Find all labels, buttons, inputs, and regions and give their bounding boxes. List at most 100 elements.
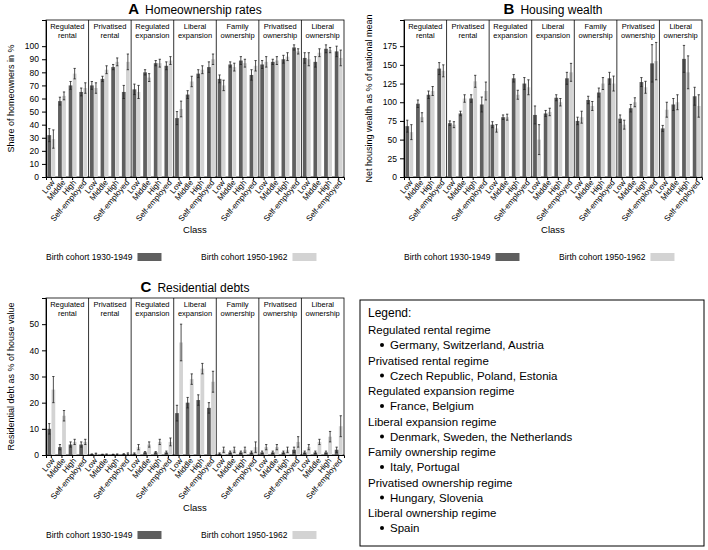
error-bar — [655, 42, 657, 79]
bar — [186, 403, 190, 455]
group-label-line: Liberal — [311, 22, 334, 31]
tick-mark — [42, 138, 46, 139]
bar — [420, 117, 424, 177]
bar — [260, 64, 264, 177]
error-bar — [80, 442, 82, 447]
y-axis-title: Share of homeowners in % — [6, 44, 16, 152]
group-label-line: Privatised — [451, 22, 484, 31]
y-axis: 0102030405060708090100 — [25, 21, 47, 183]
group-label-line: rental — [458, 31, 477, 40]
error-bar — [201, 363, 203, 373]
error-bar — [421, 113, 423, 122]
tick-label: Self-employed — [219, 178, 259, 223]
tick: Self-employed — [577, 177, 617, 223]
group-label-line: expansion — [135, 31, 169, 40]
tick: Self-employed — [262, 177, 302, 223]
group-separator — [489, 20, 490, 177]
bar — [200, 70, 204, 177]
tick: 0 — [34, 450, 46, 460]
bullet — [380, 374, 384, 378]
bar — [90, 85, 94, 177]
tick: Self-employed — [219, 177, 259, 223]
group-label-line: Regulated — [50, 300, 84, 309]
group-label-line: ownership — [621, 31, 655, 40]
error-bar — [463, 95, 465, 102]
bar — [618, 119, 622, 177]
tick-label: 10 — [30, 159, 40, 169]
tick: 50 — [388, 135, 404, 145]
group-separator — [216, 20, 217, 177]
bullet — [380, 435, 384, 439]
tick: Self-employed — [450, 177, 490, 223]
error-bar — [608, 72, 610, 84]
group-label: Regulatedrental — [408, 22, 442, 40]
tick: Self-employed — [219, 455, 259, 501]
bar — [491, 125, 495, 177]
tick: 40 — [30, 346, 46, 356]
bar — [597, 93, 601, 177]
bullet — [380, 343, 384, 347]
error-bar — [666, 102, 668, 117]
error-bar — [197, 395, 199, 405]
error-bar — [612, 76, 614, 91]
y-axis-title: Net housing wealth as % of national mean — [364, 14, 374, 182]
error-bar — [240, 57, 242, 65]
bars — [47, 324, 342, 455]
error-bar — [272, 59, 274, 64]
tick-mark — [400, 102, 404, 103]
title-letter: A — [128, 0, 139, 17]
group-label-line: rental — [100, 31, 119, 40]
bar — [133, 89, 137, 177]
error-bar — [459, 111, 461, 115]
group-label-line: expansion — [178, 309, 212, 318]
group-separator — [216, 298, 217, 455]
bar — [126, 62, 130, 177]
group-label: Familyownership — [220, 22, 254, 40]
error-bar — [304, 451, 306, 454]
tick-mark — [42, 177, 46, 178]
bar — [328, 50, 332, 177]
bar — [211, 59, 215, 177]
tick: Self-employed — [134, 455, 174, 501]
tick: Self-employed — [535, 177, 575, 223]
tick: 175 — [383, 41, 404, 51]
group-label: Regulatedrental — [50, 300, 84, 318]
tick-label: 0 — [34, 450, 39, 460]
tick: 0 — [392, 172, 404, 182]
tick-label: Self-employed — [450, 178, 490, 223]
bar — [512, 78, 516, 177]
error-bar — [144, 70, 146, 75]
subtitle: Housing wealth — [520, 3, 602, 17]
bar — [469, 99, 473, 178]
tick: 10 — [30, 424, 46, 434]
bar — [105, 454, 109, 455]
bar — [254, 66, 258, 177]
group-label-line: Liberal — [184, 300, 207, 309]
legend-box-countries: Hungary, Slovenia — [390, 492, 484, 504]
tick-label: 40 — [30, 346, 40, 356]
tick-mark — [42, 72, 46, 73]
tick-mark — [42, 429, 46, 430]
bar — [62, 416, 66, 455]
bar — [154, 452, 158, 455]
error-bar — [410, 125, 412, 140]
legend-label: Birth cohort 1930-1949 — [404, 252, 491, 262]
bar — [207, 408, 211, 455]
tick-mark — [42, 350, 46, 351]
error-bar — [630, 104, 632, 111]
error-bar — [442, 65, 444, 77]
tick-label: Self-employed — [92, 178, 132, 223]
tick: 40 — [30, 120, 46, 130]
legend-box-regime: Regulated expansion regime — [368, 385, 514, 397]
tick-label: Self-employed — [262, 456, 302, 501]
tick-mark — [42, 112, 46, 113]
bar — [186, 95, 190, 177]
plot-frame — [46, 20, 344, 177]
legend-swatch — [137, 253, 161, 261]
bar — [143, 72, 147, 177]
error-bar — [233, 447, 235, 452]
bar — [196, 74, 200, 177]
bar — [101, 79, 105, 177]
tick: 30 — [30, 133, 46, 143]
error-bar — [250, 451, 252, 454]
